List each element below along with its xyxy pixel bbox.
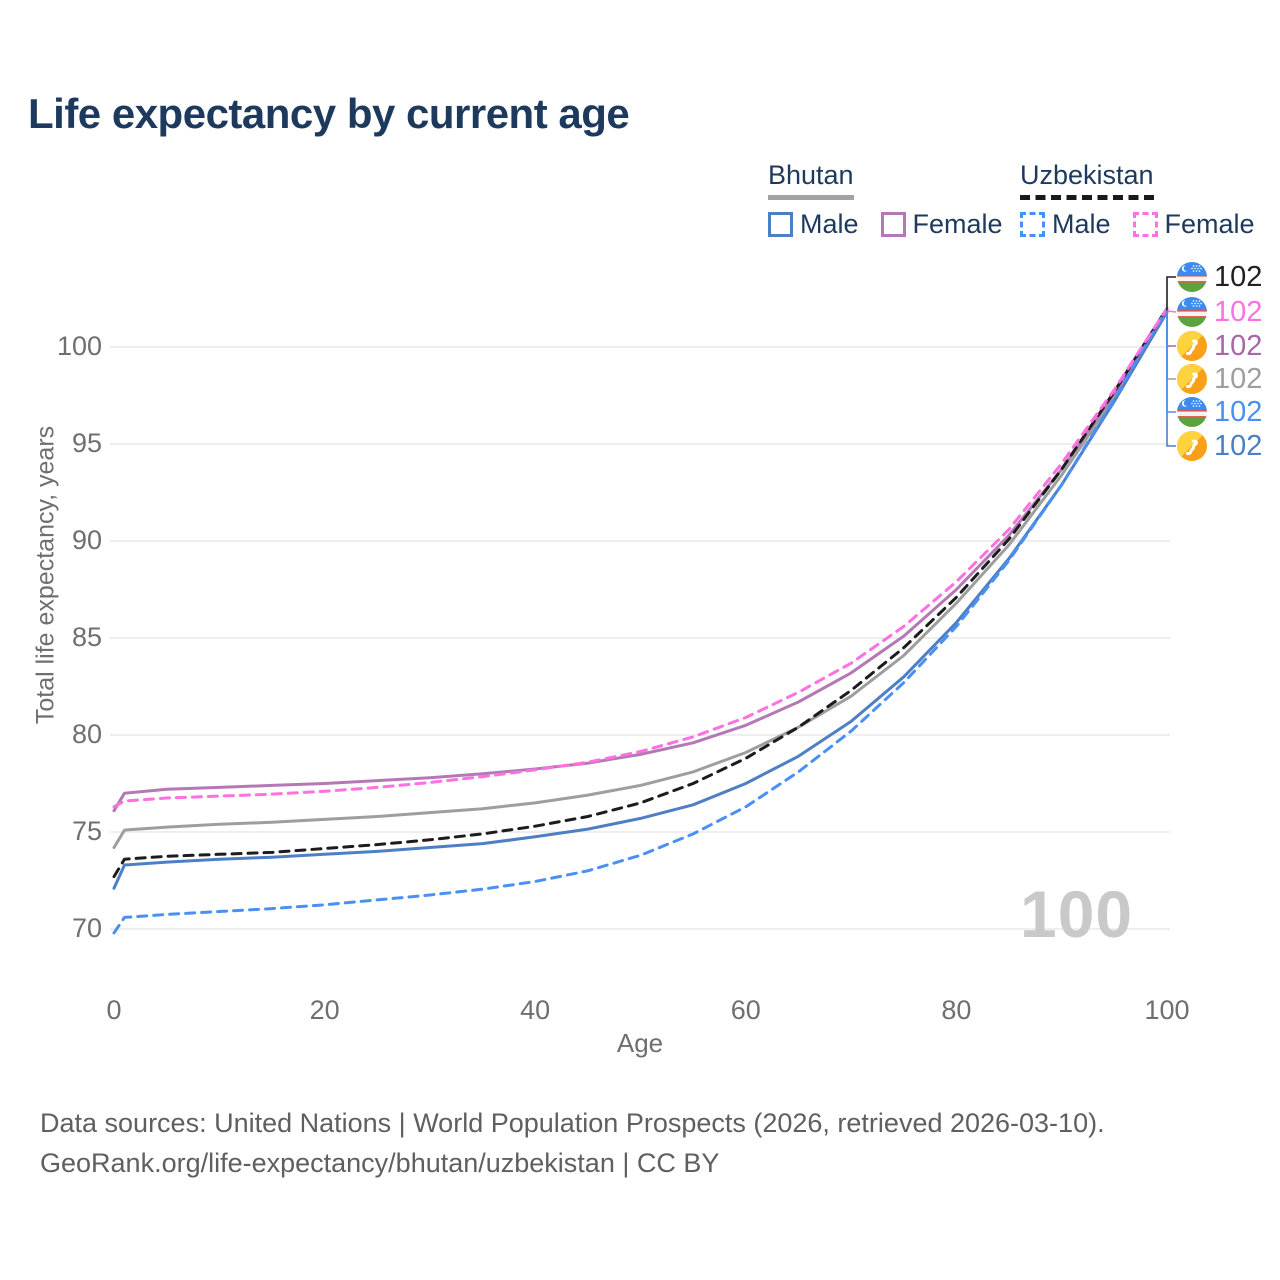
legend-group-bhutan: Bhutan Male Female — [768, 160, 1025, 240]
endpoint-label-uzbekistan-female: 102 — [1177, 297, 1262, 327]
endpoint-value: 102 — [1214, 396, 1263, 428]
bhutan-flag-icon — [1177, 364, 1207, 394]
endpoint-label-bhutan: 102 — [1177, 364, 1262, 394]
legend-country-uzbekistan[interactable]: Uzbekistan — [1020, 160, 1154, 200]
legend-uzbekistan-female-label[interactable]: Female — [1164, 209, 1255, 239]
y-tick-75: 75 — [71, 816, 102, 846]
x-axis-title: Age — [616, 1028, 664, 1058]
endpoint-label-bhutan-male: 102 — [1177, 431, 1262, 461]
endpoint-value: 102 — [1214, 261, 1263, 293]
endpoint-value: 102 — [1214, 296, 1263, 328]
x-tick-80: 80 — [941, 995, 972, 1025]
legend-row-uzbekistan: Male Female — [1020, 209, 1277, 240]
legend-uzbekistan-male-label[interactable]: Male — [1052, 209, 1111, 239]
endpoint-label-uzbekistan: 102 — [1177, 262, 1262, 292]
uzbekistan-flag-icon — [1177, 297, 1207, 327]
y-axis-title: Total life expectancy, years — [31, 425, 60, 725]
bhutan-flag-icon — [1177, 431, 1207, 461]
uzbekistan-female-swatch-icon[interactable] — [1132, 212, 1158, 237]
y-tick-70: 70 — [71, 913, 102, 943]
x-tick-40: 40 — [520, 995, 551, 1025]
y-tick-100: 100 — [56, 331, 102, 361]
x-tick-100: 100 — [1144, 995, 1190, 1025]
uzbekistan-male-swatch-icon[interactable] — [1020, 212, 1045, 237]
bhutan-male-swatch-icon[interactable] — [768, 212, 793, 237]
legend-group-uzbekistan: Uzbekistan Male Female — [1020, 160, 1277, 240]
series-line-uzbekistan-male — [112, 306, 1169, 935]
leader-line-uzbekistan — [1166, 276, 1176, 311]
series-line-bhutan — [112, 308, 1169, 849]
leader-line-uzbekistan-male — [1166, 311, 1176, 413]
footer-data-sources: Data sources: United Nations | World Pop… — [40, 1108, 1105, 1138]
x-tick-20: 20 — [309, 995, 340, 1025]
chart-title: Life expectancy by current age — [28, 90, 630, 137]
bhutan-flag-icon — [1177, 331, 1207, 361]
endpoint-label-uzbekistan-male: 102 — [1177, 397, 1262, 427]
endpoint-value: 102 — [1214, 430, 1263, 462]
leader-line-uzbekistan-female — [1166, 310, 1177, 313]
bhutan-female-swatch-icon[interactable] — [880, 212, 906, 237]
age-watermark: 100 — [1020, 877, 1134, 951]
leader-line-bhutan-male — [1166, 311, 1176, 447]
y-tick-95: 95 — [71, 428, 102, 458]
x-tick-0: 0 — [106, 995, 122, 1025]
leader-line-bhutan-female — [1166, 311, 1176, 347]
y-tick-90: 90 — [71, 525, 102, 555]
x-tick-60: 60 — [730, 995, 761, 1025]
y-tick-80: 80 — [71, 719, 102, 749]
y-tick-85: 85 — [71, 622, 102, 652]
series-line-uzbekistan — [112, 306, 1169, 879]
legend-country-bhutan[interactable]: Bhutan — [768, 160, 854, 200]
footer-attribution: GeoRank.org/life-expectancy/bhutan/uzbek… — [40, 1148, 720, 1178]
legend-row-bhutan: Male Female — [768, 209, 1025, 240]
uzbekistan-flag-icon — [1177, 397, 1207, 427]
uzbekistan-flag-icon — [1177, 262, 1207, 292]
series-line-bhutan-female — [112, 308, 1169, 813]
legend-bhutan-female-label[interactable]: Female — [912, 209, 1003, 239]
endpoint-value: 102 — [1214, 330, 1263, 362]
endpoint-label-bhutan-female: 102 — [1177, 331, 1262, 361]
series-line-bhutan-male — [112, 310, 1169, 890]
leader-line-bhutan — [1166, 311, 1176, 380]
legend-bhutan-male-label[interactable]: Male — [800, 209, 859, 239]
series-line-uzbekistan-female — [112, 306, 1169, 809]
endpoint-value: 102 — [1214, 363, 1263, 395]
